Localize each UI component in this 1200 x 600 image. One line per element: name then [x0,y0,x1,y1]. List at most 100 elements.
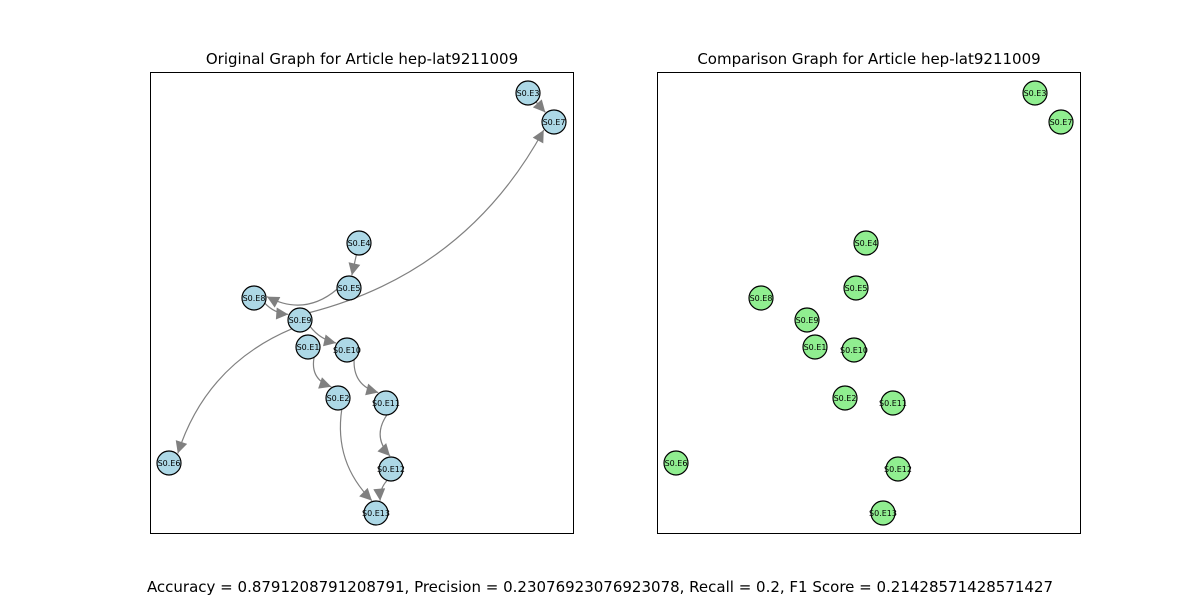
graph-node-label: S0.E6 [158,459,181,468]
comparison-graph-nodes: S0.E3 S0.E7 S0.E4 S0.E5 S0.E8 S0.E9 S0.E1 S0.E1… [663,80,1074,526]
graph-node-circle [241,285,267,311]
graph-node: S0.E10 [840,337,868,363]
graph-node-circle [794,307,820,333]
graph-edge [377,414,391,457]
original-graph-nodes: S0.E3 S0.E7 S0.E4 S0.E5 S0.E8 S0.E9 S0.E1 S0.E1… [156,80,567,526]
graph-edge [264,302,289,320]
graph-node-label: S0.E8 [243,294,266,303]
graph-node-circle [156,450,182,476]
graph-node: S0.E12 [884,456,912,482]
graph-node: S0.E3 [515,80,541,106]
graph-node: S0.E10 [333,337,361,363]
graph-node: S0.E1 [802,334,828,360]
graph-node: S0.E9 [287,307,313,333]
graph-edge [312,357,332,389]
graph-node: S0.E6 [156,450,182,476]
graph-node-label: S0.E4 [348,239,371,248]
graph-node-label: S0.E10 [333,346,361,355]
graph-edge [175,328,293,454]
comparison-graph-title: Comparison Graph for Article hep-lat9211… [697,50,1040,68]
graph-node-label: S0.E2 [327,394,350,403]
graph-node-label: S0.E7 [1050,118,1073,127]
graph-node-circle [843,275,869,301]
graph-node-label: S0.E11 [879,399,907,408]
graph-node: S0.E13 [869,500,897,526]
graph-node: S0.E7 [541,109,567,135]
graph-node: S0.E9 [794,307,820,333]
graph-edge [353,359,379,396]
graph-node-label: S0.E1 [297,343,320,352]
graph-edge [532,99,546,113]
graph-node: S0.E4 [346,230,372,256]
graph-node-circle [748,285,774,311]
graph-node-circle [325,385,351,411]
graph-node: S0.E8 [748,285,774,311]
original-graph-edges [175,99,546,502]
graph-node-label: S0.E13 [869,509,897,518]
comparison-graph-panel: S0.E3 S0.E7 S0.E4 S0.E5 S0.E8 S0.E9 S0.E1 S0.E1… [663,80,1074,526]
graph-node-label: S0.E12 [377,465,405,474]
graph-node-circle [346,230,372,256]
original-graph-frame [150,72,574,534]
graph-node-circle [336,275,362,301]
graph-node-label: S0.E3 [517,89,540,98]
graph-node: S0.E2 [325,385,351,411]
graph-node-circle [541,109,567,135]
graph-node: S0.E8 [241,285,267,311]
graph-node-circle [853,230,879,256]
original-graph-title: Original Graph for Article hep-lat921100… [206,50,518,68]
graph-node-label: S0.E13 [362,509,390,518]
graph-edge [309,326,337,347]
graph-node-circle [1022,80,1048,106]
graph-node-circle [334,337,360,363]
graph-node: S0.E2 [832,385,858,411]
graph-node-label: S0.E10 [840,346,868,355]
graph-node-circle [378,456,404,482]
graph-node-circle [870,500,896,526]
graph-node-label: S0.E8 [750,294,773,303]
graph-node: S0.E7 [1048,109,1074,135]
graph-node-label: S0.E4 [855,239,878,248]
graph-node-label: S0.E12 [884,465,912,474]
graph-node: S0.E6 [663,450,689,476]
graph-node: S0.E11 [879,390,907,416]
graph-node-circle [880,390,906,416]
graph-node-circle [802,334,828,360]
graph-node: S0.E4 [853,230,879,256]
graph-node-circle [1048,109,1074,135]
graph-node-label: S0.E11 [372,399,400,408]
graph-node-circle [515,80,541,106]
graph-node: S0.E3 [1022,80,1048,106]
graph-node: S0.E5 [843,275,869,301]
metrics-caption: Accuracy = 0.8791208791208791, Precision… [146,578,1054,596]
graph-node-circle [363,500,389,526]
graph-edge [339,409,373,502]
graph-node-circle [832,385,858,411]
graph-node-label: S0.E5 [845,284,868,293]
comparison-graph-frame [657,72,1081,534]
graph-node-label: S0.E2 [834,394,857,403]
graph-node-label: S0.E1 [804,343,827,352]
graph-edge [266,288,338,308]
graph-node-label: S0.E7 [543,118,566,127]
graph-node-label: S0.E9 [289,316,312,325]
original-graph-panel: S0.E3 S0.E7 S0.E4 S0.E5 S0.E8 S0.E9 S0.E1 S0.E1… [156,80,567,526]
graph-node-label: S0.E6 [665,459,688,468]
graph-node-circle [841,337,867,363]
graph-node-label: S0.E3 [1024,89,1047,98]
graph-node-circle [287,307,313,333]
graph-node-circle [885,456,911,482]
graph-node: S0.E11 [372,390,400,416]
graph-node-label: S0.E9 [796,316,819,325]
graph-node: S0.E13 [362,500,390,526]
graph-edge [348,254,361,276]
graph-node-circle [295,334,321,360]
graph-node-circle [663,450,689,476]
graph-node-circle [373,390,399,416]
graph-node-label: S0.E5 [338,284,361,293]
graph-node: S0.E5 [336,275,362,301]
graph-node: S0.E12 [377,456,405,482]
graph-node: S0.E1 [295,334,321,360]
graph-edge [373,479,388,501]
